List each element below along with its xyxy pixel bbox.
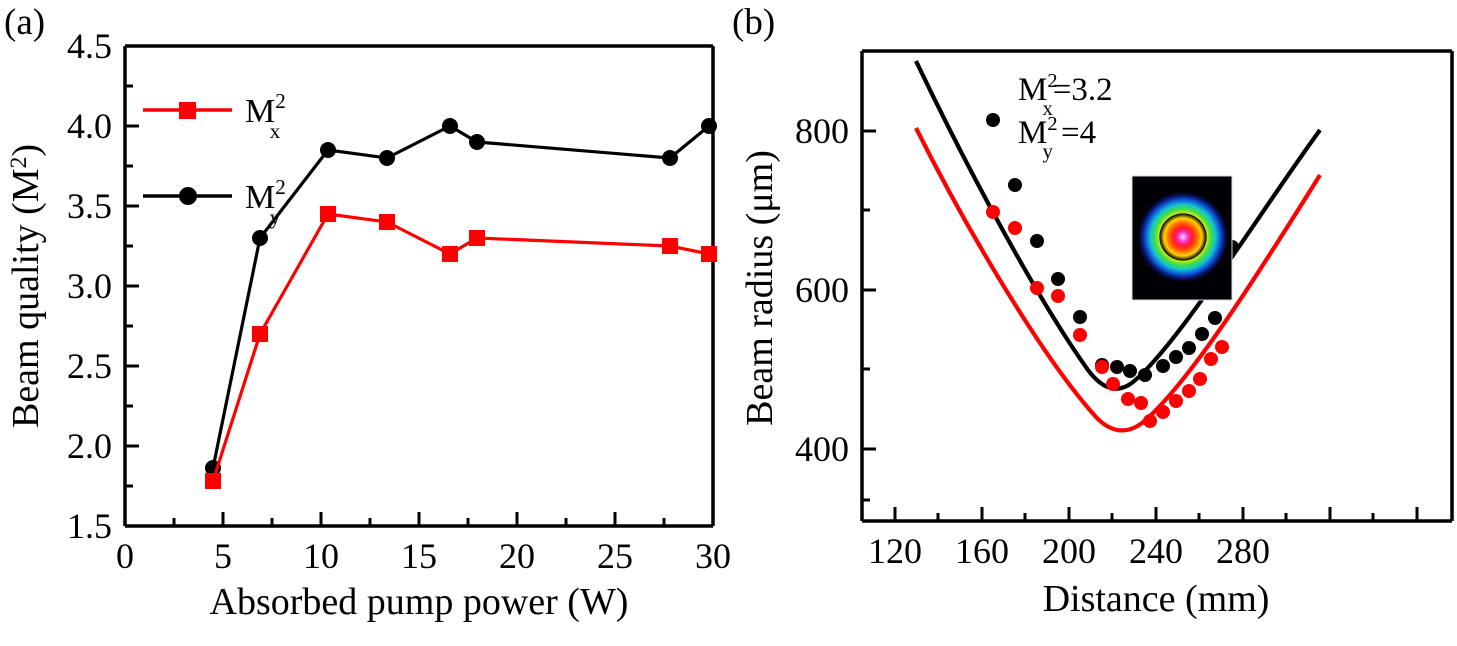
ytick-label: 1.5 — [67, 506, 112, 546]
panel-a-legend: M2 x M2 y — [143, 89, 286, 229]
panel-a-xtick-labels: 0 5 10 15 20 25 30 — [116, 536, 731, 576]
ytick-label: 800 — [795, 111, 849, 151]
yaxis-title-sup: 2 — [6, 157, 32, 169]
xtick-label: 25 — [597, 536, 633, 576]
beam-profile-inset — [1131, 175, 1233, 301]
panel-b-ytick-labels: 400 600 800 — [795, 111, 849, 469]
xtick-label: 240 — [1129, 531, 1183, 571]
xtick-label: 200 — [1042, 531, 1096, 571]
panel-a-xaxis-title: Absorbed pump power (W) — [210, 581, 629, 623]
legend-label-m2x: M2 x — [245, 89, 286, 143]
panel-b-annotation: M2 x=3.2 M2 y =4 — [1018, 70, 1113, 163]
ytick-label: 3.0 — [67, 266, 112, 306]
panel-b: (b) — [728, 0, 1457, 646]
xtick-label: 15 — [401, 536, 437, 576]
panel-a-label: (a) — [4, 2, 46, 43]
panel-b-yaxis-title: Beam radius (μm) — [739, 150, 781, 426]
svg-text:Beam quality (M2): Beam quality (M2) — [5, 144, 47, 428]
series-m2y-markers — [205, 118, 717, 476]
fit-curve-x — [914, 127, 1322, 433]
series-m2y — [205, 118, 717, 476]
xtick-label: 120 — [868, 531, 922, 571]
beam-profile-border — [1131, 175, 1233, 301]
ytick-label: 400 — [795, 429, 849, 469]
legend-label-m2y: M2 y — [245, 175, 286, 229]
yaxis-title-tail: ) — [5, 144, 47, 157]
svg-text:Beam radius (μm): Beam radius (μm) — [739, 150, 781, 426]
ytick-label: 2.5 — [67, 346, 112, 386]
xtick-label: 280 — [1216, 531, 1270, 571]
xtick-label: 160 — [955, 531, 1009, 571]
panel-b-plot: 120 160 200 240 280 400 600 800 Distance… — [739, 49, 1454, 620]
panel-a-yaxis-title: Beam quality (M2) — [5, 144, 47, 428]
series-m2x-markers — [205, 206, 717, 489]
yaxis-title-main: Beam quality (M — [5, 168, 47, 428]
beam-profile-spot — [1138, 192, 1228, 282]
annotation-line-1: M2 x=3.2 — [1018, 70, 1113, 120]
fit-curve-y — [914, 60, 1322, 391]
ytick-label: 4.0 — [67, 106, 112, 146]
xtick-label: 30 — [695, 536, 731, 576]
panel-a-ytick-labels: 1.5 2.0 2.5 3.0 3.5 4.0 4.5 — [67, 26, 112, 546]
ytick-label: 3.5 — [67, 186, 112, 226]
panel-b-yticks — [862, 129, 876, 502]
ytick-label: 4.5 — [67, 26, 112, 66]
panel-b-xtick-labels: 120 160 200 240 280 — [868, 531, 1270, 571]
xtick-label: 10 — [303, 536, 339, 576]
series-m2x — [205, 206, 717, 489]
ytick-label: 2.0 — [67, 426, 112, 466]
panel-b-xticks — [893, 507, 1419, 521]
data-points-x — [986, 205, 1229, 428]
xtick-label: 5 — [214, 536, 232, 576]
panel-b-xaxis-title: Distance (mm) — [1043, 578, 1270, 620]
annotation-line-2: M2 y =4 — [1018, 113, 1096, 163]
panel-b-label: (b) — [732, 2, 776, 43]
panel-a-xticks — [123, 512, 715, 526]
ytick-label: 600 — [795, 270, 849, 310]
xtick-label: 20 — [499, 536, 535, 576]
panel-a: (a) — [0, 0, 731, 646]
panel-a-axes — [123, 44, 715, 528]
legend-item-m2x[interactable]: M2 x — [143, 89, 286, 143]
panel-a-plot: 0 5 10 15 20 25 30 1.5 2.0 2.5 3.0 3.5 4… — [5, 26, 731, 623]
xtick-label: 0 — [116, 536, 134, 576]
legend-item-m2y[interactable]: M2 y — [143, 175, 286, 229]
panel-a-yticks — [125, 44, 139, 528]
